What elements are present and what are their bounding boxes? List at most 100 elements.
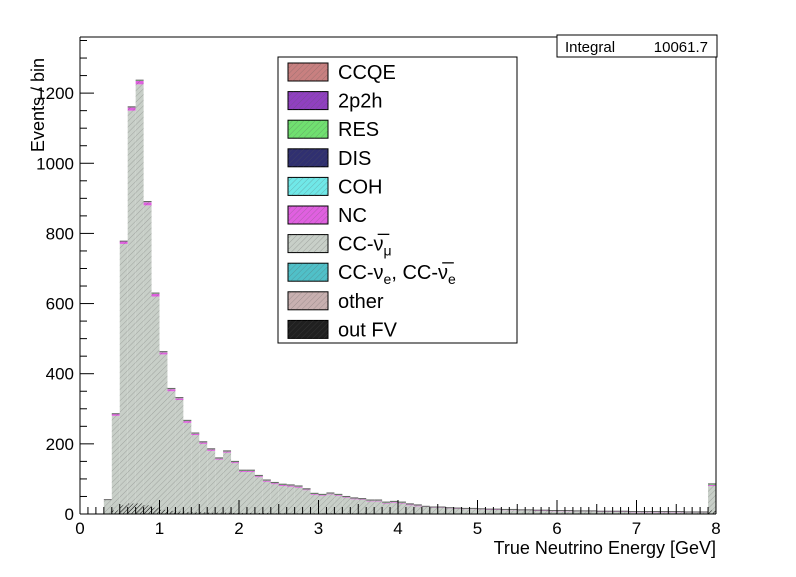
legend-entry: NC xyxy=(288,205,367,227)
legend-label: COH xyxy=(338,176,382,198)
bar-nc xyxy=(207,449,215,450)
bar-nc xyxy=(366,501,374,502)
stats-label: Integral xyxy=(565,39,615,56)
bar-cc-antinumu xyxy=(160,354,168,514)
bar-cc-antinumu xyxy=(152,297,160,514)
bar-cc-antinumu xyxy=(525,510,533,514)
x-tick-label: 7 xyxy=(632,519,641,538)
bar-cc-antinumu xyxy=(303,490,311,514)
bar-nc xyxy=(334,495,342,496)
bar-nc xyxy=(398,503,406,504)
bar-cc-antinumu xyxy=(311,495,319,514)
legend-entry: CCQE xyxy=(288,62,396,84)
y-tick-label: 600 xyxy=(46,295,74,314)
bar-cc-antinumu xyxy=(207,451,215,514)
bar-nc xyxy=(374,501,382,502)
bar-cc-antinumu xyxy=(183,423,191,514)
bar-nc xyxy=(183,421,191,423)
bar-cc-antinumu xyxy=(319,496,327,514)
x-tick-label: 2 xyxy=(234,519,243,538)
y-tick-label: 0 xyxy=(65,505,74,524)
x-axis-label: True Neutrino Energy [GeV] xyxy=(494,538,716,558)
bar-cc-antinumu xyxy=(414,506,422,514)
bar-cc-antinumu xyxy=(215,460,223,514)
bar-cc-antinumu xyxy=(708,486,716,514)
bar-cc-antinumu xyxy=(239,472,247,514)
bar-nc xyxy=(255,476,263,477)
legend-label: DIS xyxy=(338,148,371,170)
bar-nc xyxy=(223,452,231,453)
bar-nc xyxy=(160,352,168,354)
bar-cc-antinumu xyxy=(223,453,231,514)
legend-label: CC-νe, CC-ν̅e xyxy=(338,261,456,287)
bar-nc xyxy=(144,202,152,205)
bar-cc-antinumu xyxy=(279,486,287,514)
legend-label: 2p2h xyxy=(338,91,383,113)
bar-nc xyxy=(167,389,175,391)
bar-cc-antinumu xyxy=(382,503,390,514)
bar-nc xyxy=(152,294,160,297)
bar-cc-antinumu xyxy=(478,509,486,514)
bar-cc-antinumu xyxy=(120,244,128,514)
bar-nc xyxy=(287,486,295,487)
bar-out-fv xyxy=(144,505,152,514)
bar-nc xyxy=(708,485,716,486)
bar-cc-antinumu xyxy=(112,416,120,514)
x-tick-label: 6 xyxy=(552,519,561,538)
bar-nc xyxy=(390,502,398,503)
bar-nc xyxy=(215,459,223,460)
bar-cc-antinumu xyxy=(287,487,295,514)
bar-out-fv xyxy=(160,510,168,514)
legend-label: out FV xyxy=(338,319,398,341)
x-tick-label: 8 xyxy=(711,519,720,538)
bar-cc-antinumu xyxy=(470,509,478,514)
bar-nc xyxy=(263,481,271,482)
bar-nc xyxy=(406,505,414,506)
bar-cc-antinumu xyxy=(517,510,525,514)
bar-cc-antinumu xyxy=(247,472,255,514)
bar-nc xyxy=(382,503,390,504)
bar-out-fv xyxy=(128,503,136,514)
legend-label: RES xyxy=(338,119,379,141)
bar-cc-antinumu xyxy=(255,477,263,514)
bar-nc xyxy=(319,495,327,496)
x-tick-label: 3 xyxy=(314,519,323,538)
bar-nc xyxy=(295,487,303,488)
bar-out-fv xyxy=(112,510,120,514)
x-tick-label: 0 xyxy=(75,519,84,538)
bar-cc-antinumu xyxy=(493,510,501,514)
x-tick-label: 4 xyxy=(393,519,402,538)
bar-cc-antinumu xyxy=(446,508,454,514)
bar-cc-antinumu xyxy=(366,501,374,514)
bar-cc-antinumu xyxy=(136,84,144,514)
bar-cc-antinumu xyxy=(509,510,517,514)
y-tick-label: 1000 xyxy=(36,154,74,173)
bar-cc-antinumu xyxy=(430,508,438,514)
bar-cc-antinumu xyxy=(358,500,366,514)
bar-cc-antinumu xyxy=(295,488,303,514)
legend-label: NC xyxy=(338,205,367,227)
bar-cc-antinumu xyxy=(231,463,239,514)
bar-out-fv xyxy=(120,505,128,514)
bar-nc xyxy=(414,506,422,507)
bar-cc-antinumu xyxy=(334,496,342,514)
bar-nc xyxy=(279,485,287,486)
legend-label: other xyxy=(338,291,384,313)
bar-nc xyxy=(271,483,279,484)
bar-cc-antinumu xyxy=(390,503,398,514)
bar-nc xyxy=(136,81,144,85)
bar-nc xyxy=(326,494,334,495)
bar-cc-antinumu xyxy=(350,499,358,514)
bar-cc-antinumu xyxy=(438,508,446,514)
y-tick-label: 800 xyxy=(46,224,74,243)
stats-box: Integral 10061.7 xyxy=(557,35,717,57)
bar-nc xyxy=(231,462,239,463)
bar-cc-antinumu xyxy=(104,500,112,514)
bar-cc-antinumu xyxy=(144,205,152,514)
bar-cc-antinumu xyxy=(454,509,462,514)
bar-nc xyxy=(350,499,358,500)
bar-nc xyxy=(175,398,183,400)
